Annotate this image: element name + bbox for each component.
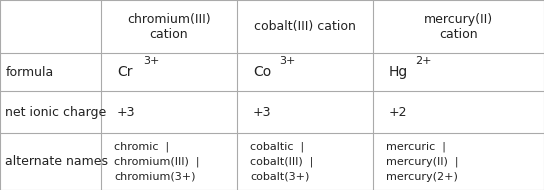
Text: +2: +2 [389, 106, 407, 119]
Text: chromic  |
chromium(III)  |
chromium(3+): chromic | chromium(III) | chromium(3+) [114, 141, 200, 182]
Text: alternate names: alternate names [5, 155, 108, 168]
Text: Hg: Hg [389, 65, 408, 79]
Text: Cr: Cr [117, 65, 132, 79]
Text: formula: formula [5, 66, 54, 79]
Text: 3+: 3+ [143, 56, 159, 66]
Text: chromium(III)
cation: chromium(III) cation [127, 13, 211, 41]
Text: 3+: 3+ [279, 56, 295, 66]
Text: cobalt(III) cation: cobalt(III) cation [254, 20, 356, 33]
Text: Co: Co [253, 65, 271, 79]
Text: mercuric  |
mercury(II)  |
mercury(2+): mercuric | mercury(II) | mercury(2+) [386, 141, 459, 182]
Text: net ionic charge: net ionic charge [5, 106, 107, 119]
Text: mercury(II)
cation: mercury(II) cation [424, 13, 493, 41]
Text: cobaltic  |
cobalt(III)  |
cobalt(3+): cobaltic | cobalt(III) | cobalt(3+) [250, 141, 313, 182]
Text: +3: +3 [253, 106, 271, 119]
Text: +3: +3 [117, 106, 135, 119]
Text: 2+: 2+ [415, 56, 431, 66]
